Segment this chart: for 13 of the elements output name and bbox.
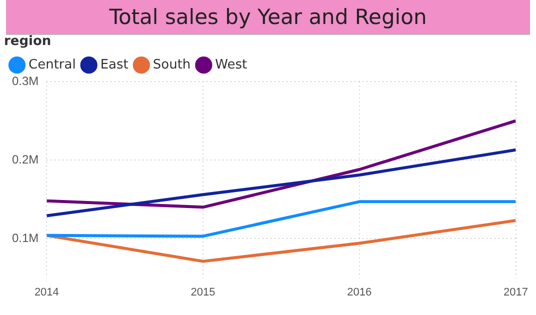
- legend-label: Central: [28, 57, 76, 72]
- chart-title: Total sales by Year and Region: [6, 0, 530, 35]
- y-tick-label: 0.3M: [12, 74, 39, 88]
- legend-label: South: [152, 57, 191, 72]
- legend-label: West: [215, 57, 248, 72]
- x-tick-label: 2016: [347, 286, 372, 298]
- x-tick-label: 2014: [34, 286, 59, 298]
- y-tick-label: 0.1M: [12, 230, 39, 245]
- x-tick-label: 2015: [190, 286, 216, 298]
- legend-label: East: [100, 57, 128, 72]
- legend-title: region: [4, 34, 52, 49]
- y-tick-label: 0.2M: [12, 152, 39, 166]
- x-tick-label: 2017: [504, 286, 528, 298]
